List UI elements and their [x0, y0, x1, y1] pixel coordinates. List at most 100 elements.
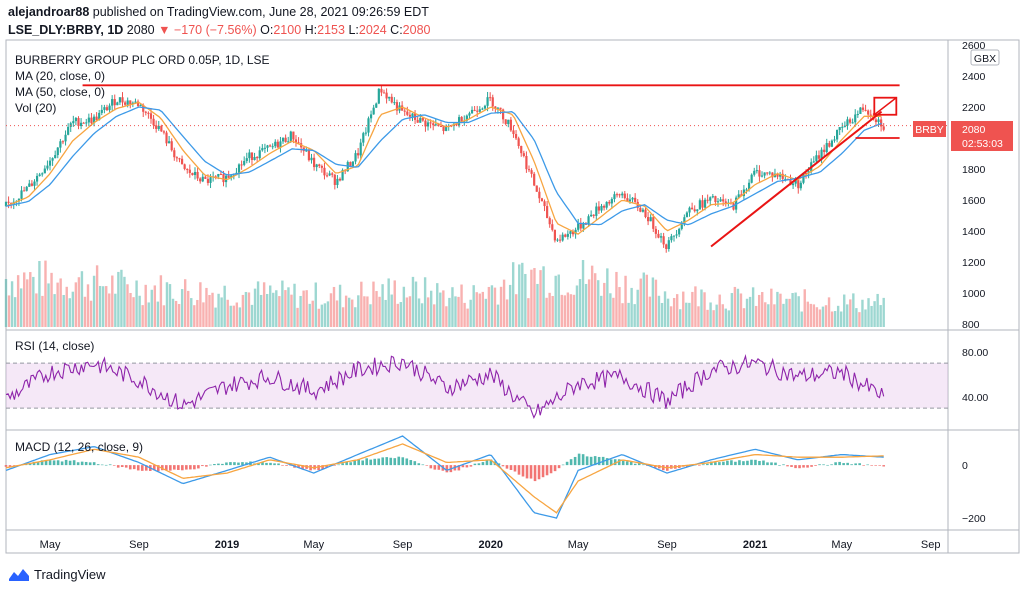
candle-body	[46, 165, 49, 169]
macd-histogram-bar	[237, 462, 240, 466]
candle-body	[590, 214, 593, 217]
legend-macd[interactable]: MACD (12, 26, close, 9)	[15, 440, 143, 454]
volume-bar	[326, 301, 330, 327]
volume-bar	[791, 293, 794, 327]
candle-body	[48, 160, 52, 166]
candle-body	[815, 155, 818, 162]
candle-body	[72, 121, 75, 124]
volume-bar	[706, 309, 709, 327]
volume-bar	[657, 295, 661, 327]
volume-bar	[38, 261, 41, 327]
volume-bar	[317, 308, 321, 327]
candle-body	[615, 194, 619, 196]
legend-rsi[interactable]: RSI (14, close)	[15, 339, 94, 353]
candle-body	[706, 199, 709, 201]
volume-bar	[712, 310, 715, 327]
volume-bar	[405, 297, 409, 327]
macd-histogram-bar	[505, 465, 509, 469]
volume-bar	[630, 287, 633, 327]
candle-body	[390, 96, 393, 103]
candle-body	[157, 125, 160, 129]
volume-bar	[32, 276, 35, 327]
down-arrow-icon: ▼	[158, 23, 171, 37]
macd-histogram-bar	[337, 464, 340, 466]
candle-body	[162, 131, 166, 133]
volume-bar	[114, 293, 117, 327]
candle-body	[250, 152, 254, 160]
breakout-box[interactable]	[873, 96, 898, 116]
candle-body	[869, 114, 872, 116]
macd-histogram-bar	[878, 465, 881, 466]
candle-body	[794, 180, 797, 184]
macd-histogram-bar	[373, 458, 377, 466]
volume-bar	[666, 298, 670, 327]
price-tag-time: 02:53:03	[962, 138, 1003, 150]
candle-body	[126, 100, 129, 105]
candle-body	[38, 174, 41, 176]
price-tag-value: 2080	[962, 124, 986, 136]
volume-bar	[226, 299, 229, 327]
candle-body	[688, 207, 691, 213]
legend-vol[interactable]: Vol (20)	[15, 101, 56, 115]
candle-body	[556, 239, 559, 241]
candle-body	[178, 158, 181, 160]
candle-body	[649, 217, 652, 222]
volume-bar	[293, 283, 296, 327]
macd-histogram-bar	[589, 456, 593, 466]
author-name[interactable]: alejandroar88	[8, 5, 90, 19]
candle-body	[349, 162, 352, 167]
macd-histogram-bar	[465, 465, 469, 468]
candle-body	[618, 194, 621, 196]
tradingview-footer[interactable]: TradingView	[8, 566, 106, 582]
volume-bar	[375, 291, 378, 327]
volume-bar	[715, 304, 718, 327]
volume-bar	[147, 302, 150, 327]
candle-body	[367, 118, 370, 133]
volume-bar	[833, 311, 837, 327]
macd-histogram-bar	[273, 463, 276, 466]
ma50-line[interactable]	[5, 106, 882, 226]
macd-histogram-bar	[846, 462, 849, 466]
macd-line[interactable]	[5, 435, 884, 519]
macd-signal-line[interactable]	[5, 443, 884, 514]
candle-body	[714, 196, 717, 203]
volume-bar	[80, 271, 84, 327]
candle-body	[284, 137, 287, 143]
symbol-tag-label: BRBY	[915, 124, 944, 136]
candle-body	[535, 185, 538, 192]
macd-histogram-bar	[770, 462, 773, 466]
trend-line[interactable]	[710, 110, 883, 248]
macd-histogram-bar	[245, 462, 248, 466]
macd-histogram-bar	[437, 465, 441, 470]
macd-histogram-bar	[698, 465, 701, 466]
candle-body	[486, 97, 489, 106]
legend-ma50[interactable]: MA (50, close, 0)	[15, 85, 105, 99]
candle-body	[196, 171, 199, 179]
macd-histogram-bar	[445, 465, 449, 473]
candle-body	[854, 114, 857, 123]
candle-body	[553, 229, 556, 241]
macd-histogram-bar	[233, 462, 236, 466]
volume-bar	[849, 299, 852, 327]
volume-bar	[390, 294, 393, 327]
volume-bar	[499, 286, 503, 327]
candle-body	[354, 153, 357, 162]
time-tick-label: Sep	[393, 539, 413, 551]
macd-histogram-bar	[425, 465, 429, 466]
volume-bar	[302, 290, 305, 327]
ma20-line[interactable]	[5, 101, 882, 235]
legend-ma20[interactable]: MA (20, close, 0)	[15, 69, 105, 83]
volume-bar	[663, 291, 667, 327]
volume-bar	[132, 297, 135, 327]
macd-histogram-bar	[189, 465, 192, 470]
candle-body	[662, 236, 665, 245]
rsi-line[interactable]	[5, 354, 885, 420]
volume-bar	[545, 297, 548, 327]
volume-bar	[244, 291, 248, 327]
time-tick-label: Sep	[129, 539, 149, 551]
candle-body	[230, 175, 233, 178]
volume-bars	[4, 260, 885, 327]
volume-bar	[493, 287, 497, 327]
volume-bar	[220, 297, 223, 327]
